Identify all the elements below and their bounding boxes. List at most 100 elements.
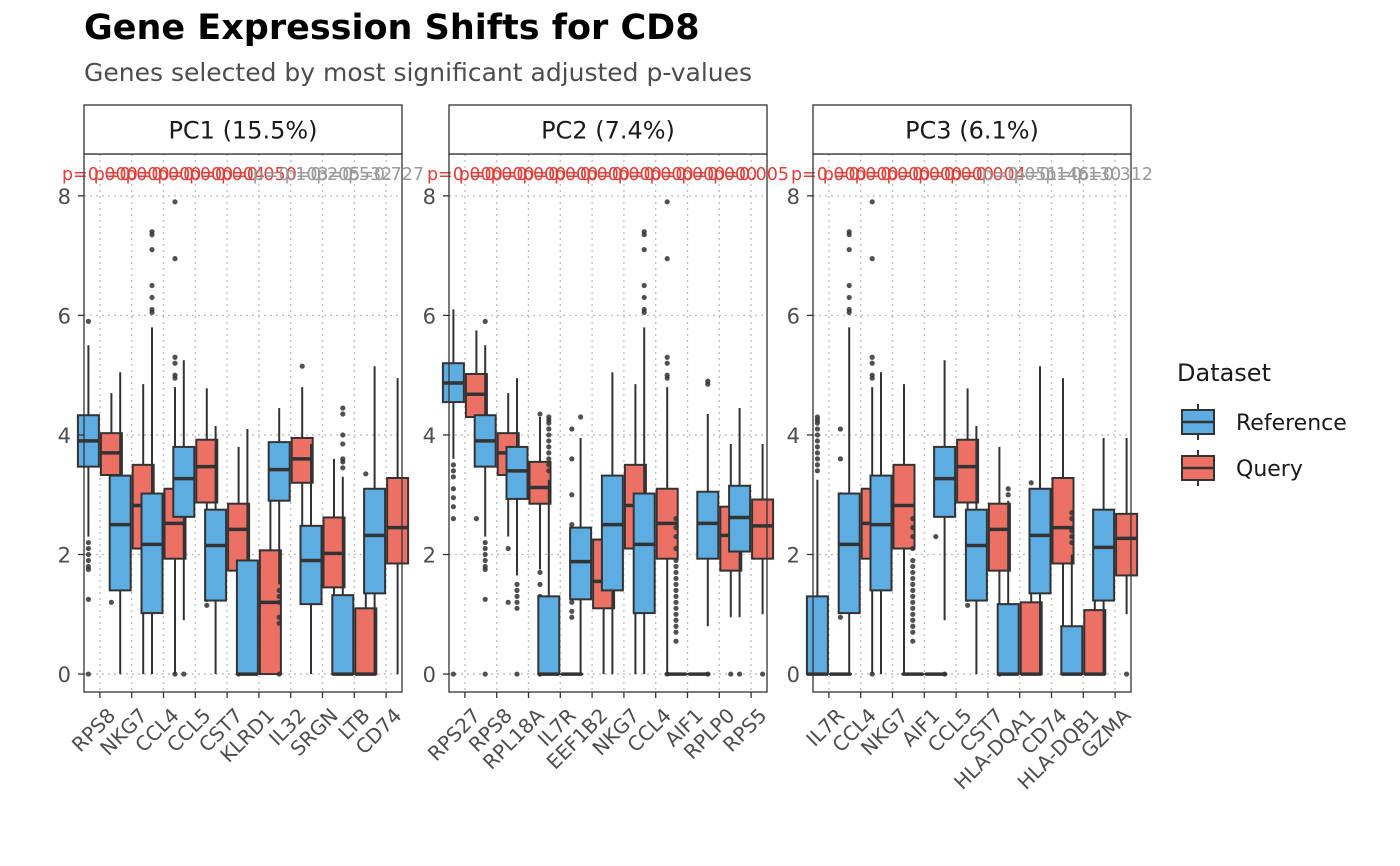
box-reference bbox=[267, 408, 291, 677]
outlier-point bbox=[172, 256, 178, 262]
pvalue-label: p=0.000 bbox=[791, 165, 867, 185]
panel-3: p=0.000p=0.000p=0.000p=0.000p=0.000p=0.0… bbox=[787, 104, 1153, 794]
panel-1: p=0.000p=0.000p=0.000p=0.000p=0.004p=0.0… bbox=[58, 104, 424, 767]
box-reference bbox=[600, 372, 624, 675]
outlier-point bbox=[85, 551, 91, 558]
box-reference bbox=[996, 486, 1020, 676]
outlier-point bbox=[514, 671, 520, 677]
outlier-point bbox=[910, 569, 916, 576]
pvalue-label: p=0.000 bbox=[491, 165, 567, 185]
box-iqr bbox=[267, 441, 291, 502]
box-query bbox=[528, 411, 552, 677]
y-tick-label: 6 bbox=[423, 304, 436, 328]
outlier-point bbox=[673, 605, 679, 611]
outlier-point bbox=[546, 468, 552, 474]
chart-title: Gene Expression Shifts for CD8 bbox=[84, 8, 700, 48]
outlier-point bbox=[814, 420, 821, 426]
outlier-point bbox=[737, 671, 743, 677]
outlier-point bbox=[1069, 533, 1075, 540]
outlier-point bbox=[641, 232, 647, 238]
outlier-point bbox=[1005, 486, 1011, 492]
outlier-point bbox=[482, 671, 488, 677]
outlier-point bbox=[869, 375, 875, 381]
legend-label: Query bbox=[1236, 457, 1303, 482]
chart-subtitle: Genes selected by most significant adjus… bbox=[84, 58, 753, 87]
outlier-point bbox=[299, 363, 305, 369]
box-iqr bbox=[108, 474, 132, 592]
panel-2: p=0.000p=0.000p=0.000p=0.000p=0.000p=0.0… bbox=[423, 104, 789, 774]
outlier-point bbox=[450, 516, 456, 522]
pvalue-label: p=0.000 bbox=[586, 165, 662, 185]
outlier-point bbox=[85, 671, 91, 677]
pvalue-label: p=0.130 bbox=[1045, 165, 1121, 185]
box-reference bbox=[964, 425, 988, 675]
box-iqr bbox=[1051, 476, 1075, 565]
outlier-point bbox=[664, 360, 670, 366]
box-iqr bbox=[696, 490, 720, 560]
outlier-point bbox=[814, 456, 821, 462]
outlier-point bbox=[814, 468, 821, 474]
y-tick-label: 6 bbox=[58, 304, 71, 328]
outlier-point bbox=[673, 545, 679, 552]
box-reference bbox=[696, 378, 720, 677]
pvalue-label: p=0.103 bbox=[253, 165, 329, 185]
box-reference bbox=[76, 318, 100, 677]
outlier-point bbox=[728, 671, 734, 677]
pvalue-label: p=0.050 bbox=[221, 165, 297, 185]
box-query bbox=[892, 384, 916, 675]
outlier-point bbox=[482, 551, 488, 558]
outlier-point bbox=[910, 611, 916, 617]
y-tick-label: 0 bbox=[787, 663, 800, 687]
outlier-point bbox=[149, 247, 155, 253]
outlier-point bbox=[641, 247, 647, 253]
outlier-point bbox=[149, 294, 155, 301]
outlier-point bbox=[869, 671, 875, 677]
outlier-point bbox=[473, 516, 479, 522]
outlier-point bbox=[149, 309, 155, 316]
box-iqr bbox=[386, 476, 410, 565]
outlier-point bbox=[846, 247, 852, 253]
outlier-point bbox=[514, 593, 520, 599]
facet-label: PC3 (6.1%) bbox=[905, 117, 1039, 145]
box-iqr bbox=[1019, 601, 1043, 676]
box-iqr bbox=[569, 526, 593, 601]
outlier-point bbox=[641, 309, 647, 316]
outlier-point bbox=[760, 671, 766, 677]
box-iqr bbox=[258, 549, 282, 676]
outlier-point bbox=[869, 199, 875, 205]
outlier-point bbox=[450, 462, 456, 468]
outlier-point bbox=[910, 581, 916, 588]
box-reference bbox=[1028, 366, 1052, 675]
box-reference bbox=[805, 414, 829, 676]
outlier-point bbox=[910, 623, 916, 629]
box-iqr bbox=[299, 524, 323, 606]
outlier-point bbox=[673, 611, 679, 617]
box-iqr bbox=[869, 474, 893, 592]
outlier-point bbox=[910, 605, 916, 611]
outlier-point bbox=[673, 593, 679, 599]
outlier-point bbox=[664, 256, 670, 262]
y-tick-label: 2 bbox=[58, 544, 71, 568]
outlier-point bbox=[546, 426, 552, 432]
box-reference bbox=[728, 408, 752, 677]
outlier-point bbox=[181, 671, 187, 677]
outlier-point bbox=[814, 438, 821, 444]
pvalue-label: p=0.005 bbox=[713, 165, 789, 185]
outlier-point bbox=[673, 569, 679, 576]
pvalue-label: p=0.000 bbox=[855, 165, 931, 185]
outlier-point bbox=[965, 602, 971, 608]
outlier-point bbox=[514, 587, 520, 593]
outlier-point bbox=[450, 468, 456, 474]
facet-strip bbox=[83, 104, 403, 155]
outlier-point bbox=[910, 545, 916, 552]
box-iqr bbox=[837, 492, 861, 615]
outlier-point bbox=[85, 545, 91, 552]
outlier-point bbox=[869, 354, 875, 360]
outlier-point bbox=[814, 444, 821, 450]
pvalue-label: p=0.000 bbox=[522, 165, 598, 185]
facet-label: PC1 (15.5%) bbox=[168, 117, 317, 145]
y-tick-label: 2 bbox=[423, 544, 436, 568]
outlier-point bbox=[340, 459, 346, 465]
outlier-point bbox=[537, 569, 543, 576]
